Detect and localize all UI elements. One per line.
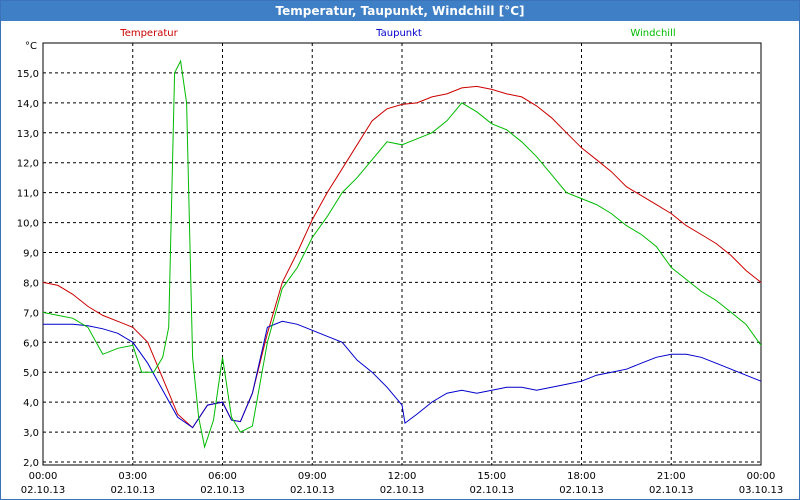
x-tick-time: 09:00 [298,471,327,482]
x-tick-date: 02.10.13 [290,485,335,496]
x-tick-date: 02.10.13 [469,485,514,496]
series-line-temperatur [42,85,762,429]
x-tick-time: 00:00 [29,471,58,482]
window-title: Temperatur, Taupunkt, Windchill [°C] [1,1,799,21]
y-tick-label: 10,0 [17,219,39,230]
x-tick-date: 02.10.13 [380,485,425,496]
y-tick-label: 12,0 [17,159,39,170]
series-line-taupunkt [43,320,762,429]
legend-entry-temperatur: Temperatur [119,28,178,39]
x-tick-time: 15:00 [477,471,506,482]
y-tick-label: 5,0 [23,368,39,379]
x-tick-time: 21:00 [657,471,686,482]
x-tick-date: 02.10.13 [110,485,155,496]
legend-entry-windchill: Windchill [630,28,675,39]
x-tick-date: 03.10.13 [739,485,784,496]
y-tick-label: 6,0 [23,338,39,349]
y-tick-label: 2,0 [23,458,39,469]
x-tick-time: 06:00 [208,471,237,482]
y-tick-label: 9,0 [23,249,39,260]
line-chart: 2,0 3,0 4,0 5,0 6,0 7,0 8,0 9,0 10,0 11,0 12,0 13,0… [17,28,784,496]
x-tick-time: 12:00 [388,471,417,482]
x-tick-date: 02.10.13 [559,485,604,496]
y-tick-label: 13,0 [17,129,39,140]
y-axis-label: °C [25,41,37,52]
x-tick-time: 03:00 [118,471,147,482]
x-tick-date: 02.10.13 [649,485,694,496]
y-tick-label: 7,0 [23,308,39,319]
series-line-windchill [42,59,762,449]
x-tick-time: 00:00 [747,471,776,482]
legend-entry-taupunkt: Taupunkt [375,28,422,39]
y-tick-label: 8,0 [23,278,39,289]
y-tick-label: 4,0 [23,398,39,409]
y-tick-label: 14,0 [17,99,39,110]
y-tick-label: 3,0 [23,428,39,439]
x-tick-time: 18:00 [567,471,596,482]
y-tick-label: 15,0 [17,69,39,80]
x-tick-date: 02.10.13 [21,485,66,496]
y-tick-label: 11,0 [17,189,39,200]
x-tick-date: 02.10.13 [200,485,245,496]
